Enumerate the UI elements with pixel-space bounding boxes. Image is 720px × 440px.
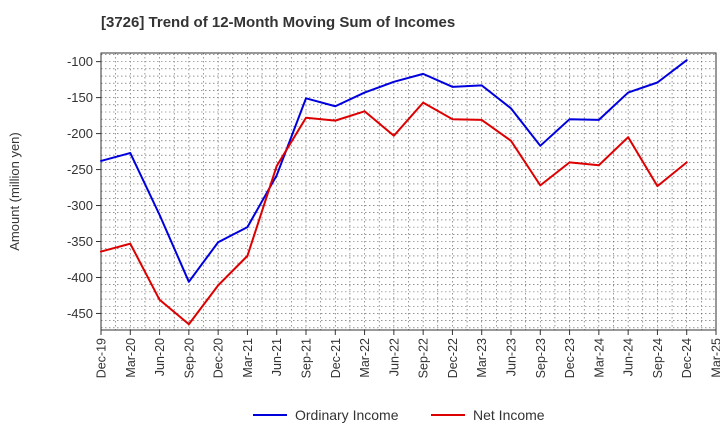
- x-tick-label: Jun-23: [505, 338, 519, 376]
- y-tick-label: -100: [67, 54, 93, 69]
- x-tick-label: Sep-23: [534, 338, 548, 378]
- x-tick-label: Mar-21: [241, 338, 255, 378]
- plot-area: [100, 52, 717, 331]
- y-tick-label: -250: [67, 162, 93, 177]
- y-tick-label: -400: [67, 270, 93, 285]
- x-tick-label: Mar-22: [358, 338, 372, 378]
- y-axis-ticks: -100 -150 -200 -250 -300 -350 -400 -450: [67, 54, 101, 321]
- x-tick-label: Mar-23: [475, 338, 489, 378]
- x-tick-label: Sep-24: [651, 338, 665, 378]
- x-tick-label: Sep-22: [417, 338, 431, 378]
- y-tick-label: -300: [67, 198, 93, 213]
- x-tick-label: Jun-22: [387, 338, 401, 376]
- y-tick-label: -150: [67, 90, 93, 105]
- y-axis-label: Amount (million yen): [7, 132, 22, 251]
- x-tick-label: Dec-24: [680, 338, 694, 378]
- x-tick-label: Sep-21: [300, 338, 314, 378]
- x-tick-label: Dec-22: [446, 338, 460, 378]
- grid-lines: [101, 53, 716, 330]
- x-tick-label: Mar-24: [592, 338, 606, 378]
- legend-label: Net Income: [473, 407, 545, 423]
- chart-title: [3726] Trend of 12-Month Moving Sum of I…: [101, 14, 456, 31]
- legend: Ordinary Income Net Income: [253, 407, 545, 423]
- x-tick-label: Mar-25: [710, 338, 720, 378]
- x-tick-label: Dec-19: [95, 338, 109, 378]
- x-tick-label: Jun-21: [270, 338, 284, 376]
- x-tick-label: Dec-21: [329, 338, 343, 378]
- x-tick-label: Dec-23: [563, 338, 577, 378]
- y-tick-label: -200: [67, 126, 93, 141]
- series-lines: [100, 59, 688, 326]
- legend-label: Ordinary Income: [295, 407, 399, 423]
- x-tick-label: Jun-20: [153, 338, 167, 376]
- y-tick-label: -350: [67, 234, 93, 249]
- x-tick-label: Dec-20: [212, 338, 226, 378]
- x-axis-ticks: Dec-19 Mar-20 Jun-20 Sep-20 Dec-20 Mar-21 Jun-…: [95, 330, 720, 378]
- y-tick-label: -450: [67, 306, 93, 321]
- x-tick-label: Mar-20: [124, 338, 138, 378]
- x-tick-label: Jun-24: [622, 338, 636, 376]
- x-tick-label: Sep-20: [182, 338, 196, 378]
